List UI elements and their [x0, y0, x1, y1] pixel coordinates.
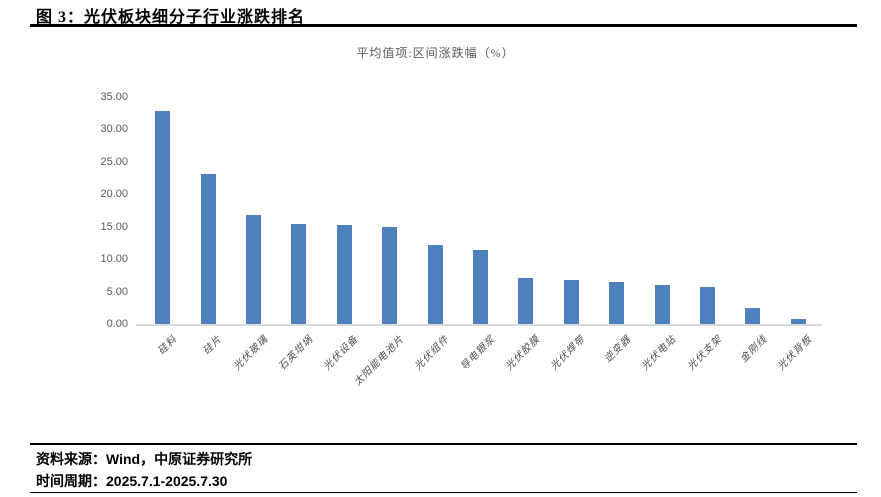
- bar-光伏背板: [790, 319, 806, 325]
- chart-title: 平均值项:区间涨跌幅（%）: [356, 46, 515, 60]
- source-value: Wind，中原证券研究所: [106, 451, 253, 467]
- bottom-border-line: [30, 492, 857, 493]
- y-tick-label: 30.00: [100, 123, 128, 136]
- bar-太阳能电池片: [382, 227, 398, 325]
- bar-硅料: [155, 111, 171, 325]
- x-category-label: 导电银浆: [458, 333, 498, 373]
- y-tick-label: 5.00: [106, 285, 128, 298]
- x-category-label: 光伏组件: [412, 333, 452, 373]
- x-category-label: 硅片: [201, 333, 225, 358]
- x-category-label: 光伏焊带: [549, 333, 588, 373]
- x-category-label: 光伏玻璃: [231, 333, 271, 373]
- period-label: 时间周期：: [36, 475, 106, 490]
- bar-光伏电站: [654, 285, 670, 325]
- x-category-label: 光伏支架: [685, 333, 725, 373]
- footer-divider-line: [30, 443, 857, 445]
- y-tick-label: 15.00: [100, 220, 128, 233]
- period-row: 时间周期：2025.7.1-2025.7.30: [36, 471, 227, 491]
- bar-光伏设备: [336, 225, 352, 325]
- x-category-label: 石英坩埚: [276, 333, 316, 373]
- x-category-label: 光伏设备: [322, 333, 361, 373]
- bar-光伏支架: [700, 287, 715, 325]
- x-axis-line: [136, 324, 822, 326]
- bar-光伏玻璃: [246, 215, 261, 325]
- bar-光伏组件: [427, 245, 443, 325]
- y-tick-label: 10.00: [100, 253, 128, 266]
- x-category-label: 光伏胶膜: [503, 333, 543, 373]
- y-tick-label: 20.00: [100, 188, 128, 201]
- source-row: 资料来源：Wind，中原证券研究所: [36, 449, 252, 469]
- bar-导电银浆: [473, 250, 488, 325]
- source-label: 资料来源：: [36, 453, 106, 468]
- figure-title: 图 3：光伏板块细分子行业涨跌排名: [36, 9, 306, 26]
- y-tick-label: 35.00: [100, 91, 128, 103]
- x-category-label: 光伏背板: [776, 333, 815, 373]
- y-tick-label: 0.00: [106, 318, 128, 330]
- y-axis: 0.00 5.00 10.00 15.00 20.00 25.00 30.00 35.00: [58, 91, 128, 330]
- y-tick-label: 25.00: [100, 155, 128, 168]
- bar-光伏胶膜: [518, 278, 534, 325]
- bar-金刚线: [745, 308, 761, 325]
- bar-光伏焊带: [563, 280, 579, 325]
- x-category-label: 金刚线: [738, 333, 770, 365]
- x-category-label: 光伏电站: [639, 333, 679, 373]
- bar-逆变器: [609, 282, 625, 325]
- x-category-label: 逆变器: [602, 333, 634, 365]
- x-axis: 硅料 硅片 光伏玻璃 石英坩埚 光伏设备 太阳能电池片 光伏组件 导电银浆 光伏胶膜 光伏焊带 逆变…: [140, 331, 821, 406]
- period-value: 2025.7.1-2025.7.30: [106, 473, 228, 489]
- x-category-label: 硅料: [155, 333, 180, 358]
- title-divider-line: [30, 24, 857, 27]
- bar-石英坩埚: [291, 224, 307, 325]
- plot-area: [140, 98, 821, 325]
- bar-硅片: [200, 174, 216, 325]
